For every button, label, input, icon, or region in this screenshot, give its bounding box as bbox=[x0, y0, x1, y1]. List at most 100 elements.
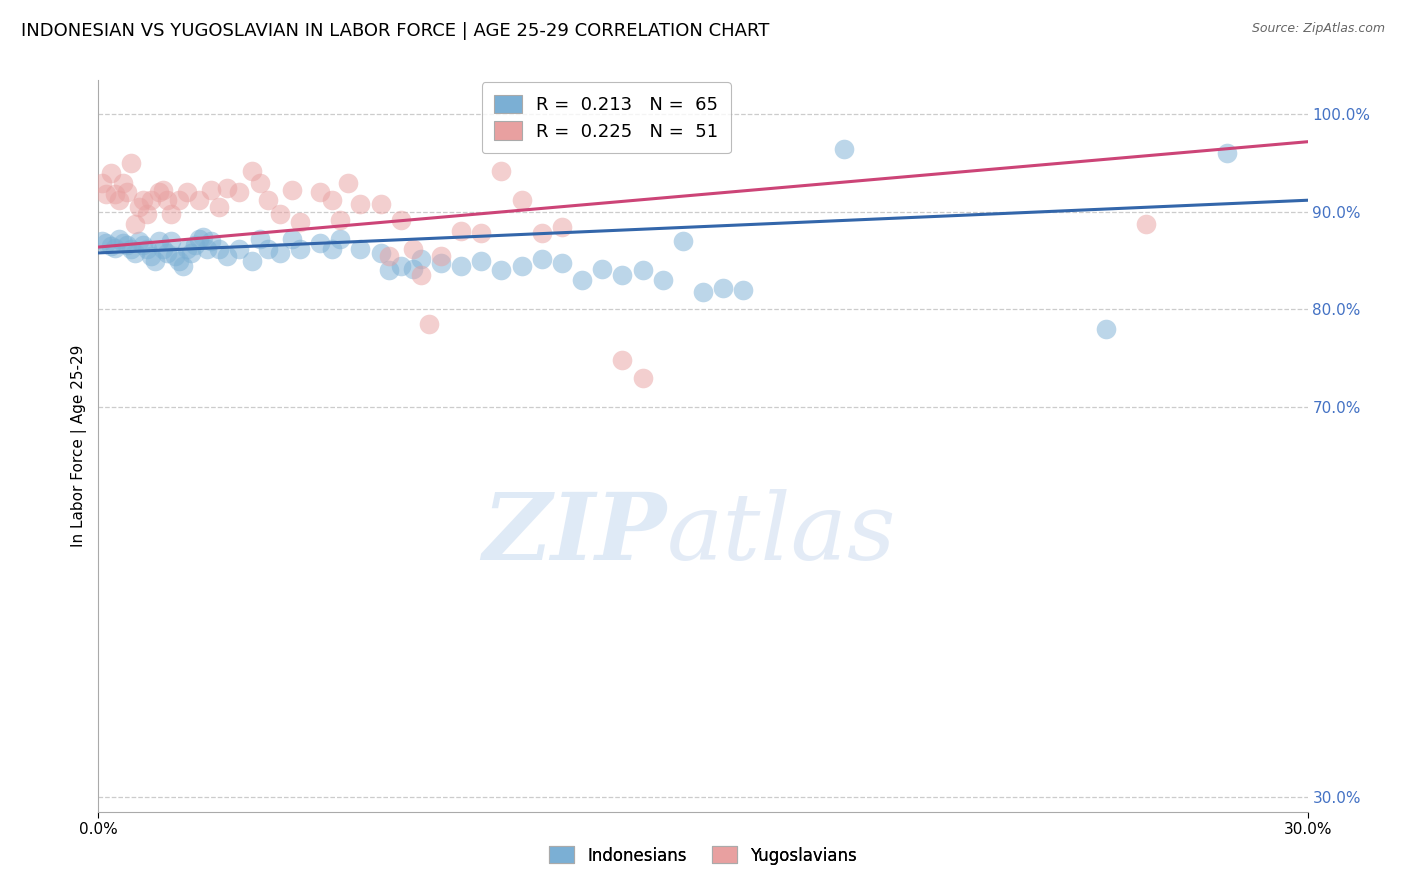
Text: Source: ZipAtlas.com: Source: ZipAtlas.com bbox=[1251, 22, 1385, 36]
Point bbox=[91, 176, 114, 190]
Point bbox=[612, 353, 634, 368]
Point bbox=[470, 253, 492, 268]
Point bbox=[160, 234, 183, 248]
Point bbox=[188, 232, 211, 246]
Point bbox=[115, 238, 138, 252]
Point bbox=[281, 184, 304, 198]
Point bbox=[152, 242, 174, 256]
Point bbox=[389, 259, 412, 273]
Point bbox=[530, 252, 553, 266]
Point bbox=[269, 207, 291, 221]
Point bbox=[591, 261, 613, 276]
Point bbox=[156, 246, 179, 260]
Point bbox=[377, 249, 399, 263]
Point bbox=[329, 212, 352, 227]
Point bbox=[103, 187, 125, 202]
Point bbox=[1135, 217, 1157, 231]
Point bbox=[631, 263, 654, 277]
Point bbox=[96, 187, 118, 202]
Point bbox=[631, 370, 654, 384]
Point bbox=[733, 283, 755, 297]
Point bbox=[711, 281, 734, 295]
Point bbox=[124, 246, 146, 260]
Point bbox=[193, 230, 215, 244]
Point bbox=[228, 242, 250, 256]
Point bbox=[200, 184, 222, 198]
Point bbox=[132, 238, 155, 252]
Point bbox=[256, 193, 278, 207]
Point bbox=[491, 164, 513, 178]
Point bbox=[103, 241, 125, 255]
Point bbox=[402, 242, 425, 256]
Point bbox=[402, 261, 425, 276]
Text: ZIP: ZIP bbox=[482, 489, 666, 579]
Point bbox=[128, 200, 150, 214]
Point bbox=[163, 249, 186, 263]
Point bbox=[135, 242, 157, 256]
Point bbox=[510, 193, 533, 207]
Point bbox=[571, 273, 593, 287]
Point bbox=[156, 193, 179, 207]
Point bbox=[470, 227, 492, 241]
Point bbox=[107, 193, 129, 207]
Point bbox=[148, 234, 170, 248]
Point bbox=[256, 242, 278, 256]
Point bbox=[152, 184, 174, 198]
Point bbox=[160, 207, 183, 221]
Point bbox=[651, 273, 673, 287]
Point bbox=[389, 212, 412, 227]
Point bbox=[167, 253, 190, 268]
Point bbox=[180, 246, 202, 260]
Point bbox=[96, 236, 118, 251]
Point bbox=[377, 263, 399, 277]
Point bbox=[450, 259, 472, 273]
Point bbox=[1216, 146, 1239, 161]
Point bbox=[510, 259, 533, 273]
Point bbox=[124, 217, 146, 231]
Text: atlas: atlas bbox=[666, 489, 896, 579]
Point bbox=[91, 234, 114, 248]
Point bbox=[551, 219, 574, 234]
Point bbox=[217, 249, 239, 263]
Point bbox=[188, 193, 211, 207]
Point bbox=[288, 215, 311, 229]
Point bbox=[120, 242, 142, 256]
Point bbox=[139, 249, 162, 263]
Point bbox=[281, 232, 304, 246]
Point bbox=[176, 186, 198, 200]
Point bbox=[349, 242, 371, 256]
Point bbox=[240, 164, 263, 178]
Point bbox=[100, 239, 122, 253]
Point bbox=[240, 253, 263, 268]
Point bbox=[309, 236, 332, 251]
Point bbox=[409, 268, 432, 283]
Point bbox=[321, 242, 343, 256]
Point bbox=[120, 156, 142, 170]
Point bbox=[195, 242, 218, 256]
Point bbox=[672, 234, 695, 248]
Point bbox=[100, 166, 122, 180]
Point bbox=[167, 193, 190, 207]
Point bbox=[1095, 322, 1118, 336]
Y-axis label: In Labor Force | Age 25-29: In Labor Force | Age 25-29 bbox=[72, 345, 87, 547]
Point bbox=[107, 232, 129, 246]
Point bbox=[200, 234, 222, 248]
Point bbox=[418, 317, 440, 331]
Point bbox=[612, 268, 634, 283]
Point bbox=[172, 259, 194, 273]
Point bbox=[491, 263, 513, 277]
Point bbox=[139, 193, 162, 207]
Point bbox=[329, 232, 352, 246]
Point bbox=[832, 142, 855, 156]
Point bbox=[111, 176, 134, 190]
Point bbox=[249, 232, 271, 246]
Point bbox=[337, 176, 360, 190]
Point bbox=[132, 193, 155, 207]
Point bbox=[135, 207, 157, 221]
Point bbox=[176, 242, 198, 256]
Point bbox=[321, 193, 343, 207]
Text: INDONESIAN VS YUGOSLAVIAN IN LABOR FORCE | AGE 25-29 CORRELATION CHART: INDONESIAN VS YUGOSLAVIAN IN LABOR FORCE… bbox=[21, 22, 769, 40]
Point bbox=[148, 186, 170, 200]
Legend: Indonesians, Yugoslavians: Indonesians, Yugoslavians bbox=[541, 838, 865, 873]
Point bbox=[143, 253, 166, 268]
